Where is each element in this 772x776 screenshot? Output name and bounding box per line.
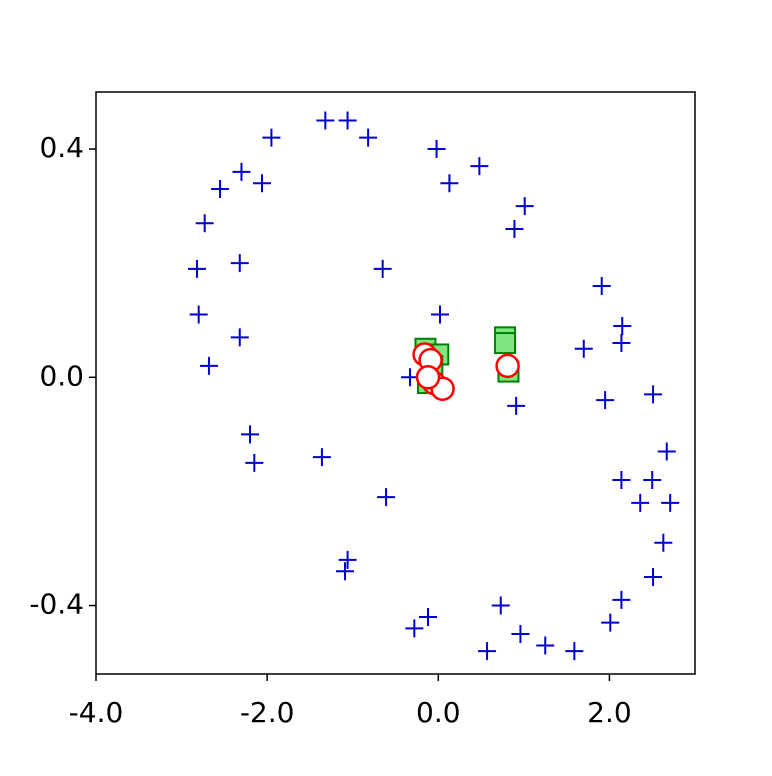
plus-marker xyxy=(232,162,251,181)
plus-marker xyxy=(644,568,663,586)
plus-marker xyxy=(643,471,662,489)
plus-marker xyxy=(478,642,497,661)
plus-marker xyxy=(613,316,632,335)
x-tick-label: -4.0 xyxy=(69,696,124,729)
plus-marker xyxy=(359,128,378,147)
plus-marker xyxy=(230,254,249,273)
plus-marker xyxy=(601,613,620,632)
plus-marker xyxy=(430,305,449,324)
y-tick-label: 0.0 xyxy=(39,359,84,392)
x-tick-label: 2.0 xyxy=(587,696,632,729)
plus-marker xyxy=(596,391,615,410)
plus-marker xyxy=(491,596,510,615)
square-marker xyxy=(494,332,517,355)
plus-marker xyxy=(195,214,214,233)
plus-marker xyxy=(241,425,260,444)
plus-marker xyxy=(631,493,650,512)
y-tick-label: -0.4 xyxy=(29,588,84,621)
plus-marker xyxy=(189,305,208,324)
plus-marker xyxy=(536,636,555,655)
plus-marker xyxy=(187,259,206,278)
plus-marker xyxy=(262,128,281,147)
plus-marker xyxy=(574,339,593,358)
plus-marker xyxy=(338,550,357,569)
plus-marker xyxy=(312,448,331,467)
plus-marker xyxy=(565,642,584,661)
plus-marker xyxy=(253,174,272,193)
plus-marker xyxy=(592,277,611,295)
plus-marker xyxy=(419,607,438,626)
plus-marker xyxy=(230,328,249,347)
plus-marker xyxy=(316,111,335,130)
plus-marker xyxy=(654,533,673,552)
plus-marker xyxy=(373,259,392,278)
plus-marker xyxy=(211,180,230,198)
plus-marker xyxy=(507,396,526,415)
plus-marker xyxy=(440,174,459,193)
plot-frame xyxy=(95,91,696,675)
plus-marker xyxy=(511,625,530,644)
circle-marker xyxy=(415,365,441,390)
plus-marker xyxy=(336,562,355,581)
plus-marker xyxy=(612,334,631,353)
plus-marker xyxy=(338,111,357,130)
y-tick-label: 0.4 xyxy=(39,131,84,164)
plus-marker xyxy=(644,385,663,404)
plus-marker xyxy=(245,453,264,472)
plus-marker xyxy=(515,197,534,216)
plus-marker xyxy=(377,488,396,507)
x-tick-label: 0.0 xyxy=(416,696,461,729)
plus-marker xyxy=(470,157,489,176)
circle-marker xyxy=(495,353,520,379)
x-tick-label: -2.0 xyxy=(240,696,295,729)
plus-marker xyxy=(405,619,424,638)
plus-marker xyxy=(612,471,631,489)
plus-marker xyxy=(657,442,676,461)
plus-marker xyxy=(199,356,218,375)
plus-marker xyxy=(505,219,524,238)
plus-marker xyxy=(427,140,446,159)
plus-marker xyxy=(612,590,631,609)
plus-marker xyxy=(661,493,680,512)
